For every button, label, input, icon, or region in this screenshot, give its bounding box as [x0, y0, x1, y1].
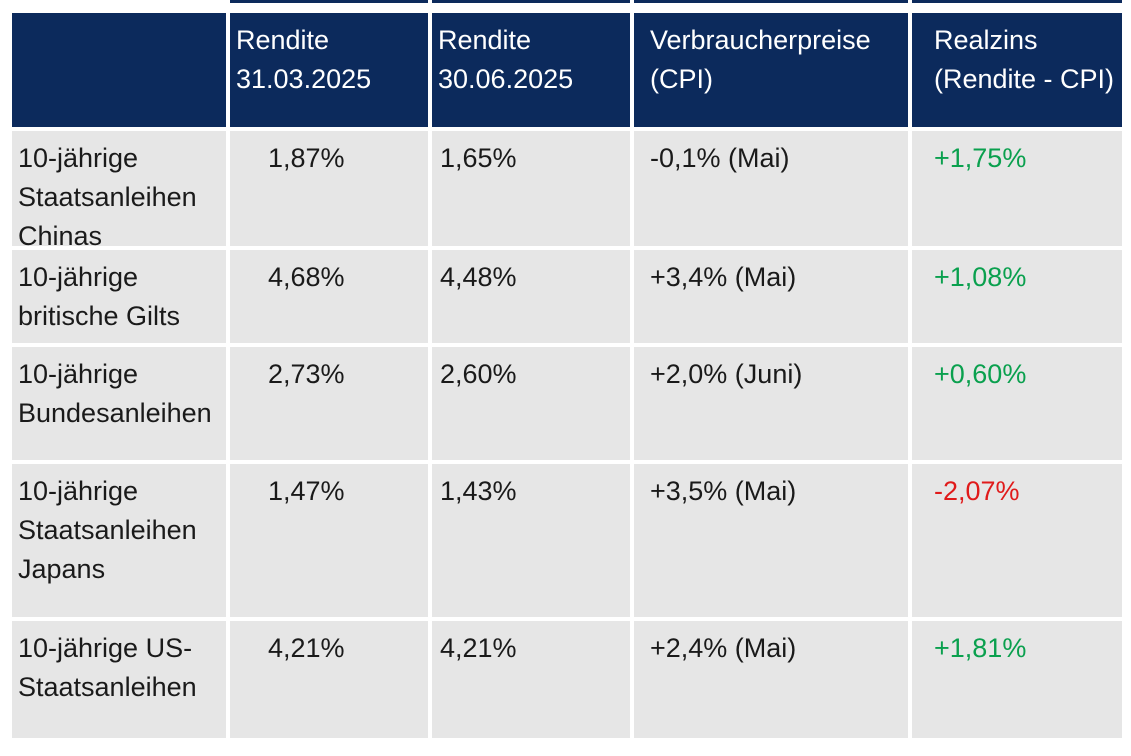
- cpi-japan: +3,5% (Mai): [634, 464, 908, 617]
- cropped-top-row-remnant: [12, 0, 1131, 3]
- header-rendite-31-03-2025: Rendite 31.03.2025: [230, 13, 428, 127]
- yield-q2-uk-gilts: 4,48%: [432, 250, 630, 343]
- realzins-china: +1,75%: [912, 131, 1122, 246]
- cpi-china: -0,1% (Mai): [634, 131, 908, 246]
- strip-segment: [432, 0, 630, 3]
- realzins-us: +1,81%: [912, 621, 1122, 738]
- yield-q1-japan: 1,47%: [230, 464, 428, 617]
- strip-segment: [230, 0, 428, 3]
- row-label-uk-gilts: 10-jährige britische Gilts: [12, 250, 226, 343]
- row-label-us: 10-jährige US-Staatsanleihen: [12, 621, 226, 738]
- realzins-bundesanleihen: +0,60%: [912, 347, 1122, 460]
- yield-q1-us: 4,21%: [230, 621, 428, 738]
- yield-q1-uk-gilts: 4,68%: [230, 250, 428, 343]
- cpi-uk-gilts: +3,4% (Mai): [634, 250, 908, 343]
- header-realzins: Realzins (Rendite - CPI): [912, 13, 1122, 127]
- yield-q2-bundesanleihen: 2,60%: [432, 347, 630, 460]
- yield-q1-bundesanleihen: 2,73%: [230, 347, 428, 460]
- strip-segment-empty: [12, 0, 226, 3]
- realzins-japan: -2,07%: [912, 464, 1122, 617]
- yield-q1-china: 1,87%: [230, 131, 428, 246]
- row-label-japan: 10-jährige Staatsanleihen Japans: [12, 464, 226, 617]
- cpi-bundesanleihen: +2,0% (Juni): [634, 347, 908, 460]
- header-rendite-30-06-2025: Rendite 30.06.2025: [432, 13, 630, 127]
- yield-q2-japan: 1,43%: [432, 464, 630, 617]
- strip-segment: [912, 0, 1122, 3]
- yield-q2-us: 4,21%: [432, 621, 630, 738]
- header-empty-cell: [12, 13, 226, 127]
- strip-segment: [634, 0, 908, 3]
- yield-q2-china: 1,65%: [432, 131, 630, 246]
- cpi-us: +2,4% (Mai): [634, 621, 908, 738]
- row-label-bundesanleihen: 10-jährige Bundesanleihen: [12, 347, 226, 460]
- row-label-china: 10-jährige Staatsanleihen Chinas: [12, 131, 226, 246]
- realzins-uk-gilts: +1,08%: [912, 250, 1122, 343]
- bond-real-yield-table: Rendite 31.03.2025 Rendite 30.06.2025 Ve…: [12, 13, 1131, 738]
- header-verbraucherpreise-cpi: Verbraucherpreise (CPI): [634, 13, 908, 127]
